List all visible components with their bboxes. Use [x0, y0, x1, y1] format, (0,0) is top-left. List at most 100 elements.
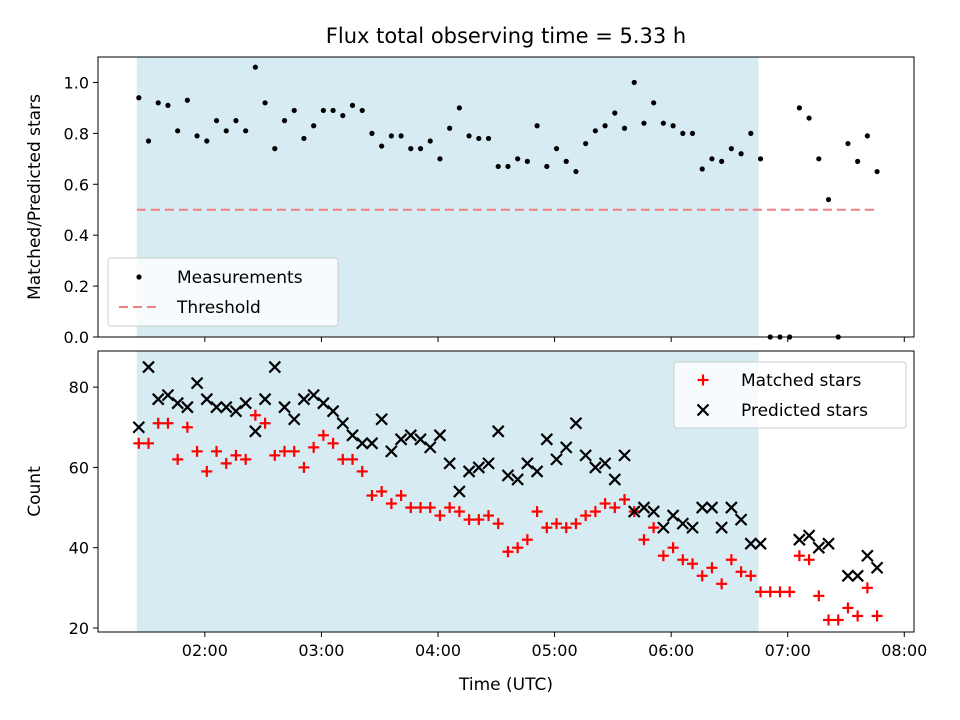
measurement-point — [553, 146, 560, 152]
matched-star-point — [541, 522, 553, 534]
predicted-star-point — [686, 521, 699, 534]
matched-star-point — [220, 457, 232, 469]
measurement-point — [748, 130, 754, 136]
predicted-star-point — [861, 549, 874, 563]
matched-star-point — [716, 578, 728, 590]
measurement-point — [631, 79, 637, 86]
measurement-point — [340, 112, 346, 119]
predicted-star-point — [181, 400, 194, 414]
measurement-point — [281, 118, 288, 124]
matched-star-point — [434, 510, 446, 522]
measurement-point — [379, 143, 385, 149]
predicted-star-point — [491, 425, 505, 438]
measurement-point — [719, 158, 725, 164]
measurement-point — [194, 133, 200, 139]
matched-star-point — [793, 550, 805, 562]
predicted-star-point — [715, 521, 728, 534]
matched-star-point — [473, 514, 485, 526]
predicted-star-point — [511, 473, 524, 486]
predicted-star-point — [375, 412, 388, 426]
x-tick-label: 04:00 — [415, 641, 461, 660]
top-y-tick-label: 0.0 — [64, 328, 89, 347]
predicted-star-point — [423, 441, 437, 454]
matched-star-point — [832, 614, 844, 626]
measurement-point — [524, 158, 530, 164]
predicted-star-point — [287, 412, 301, 426]
predicted-star-point — [132, 420, 146, 434]
top-legend-box — [107, 257, 339, 327]
legend-measurements-marker — [136, 274, 142, 280]
predicted-star-point — [200, 392, 214, 406]
measurement-point — [330, 107, 336, 114]
matched-star-point — [842, 602, 854, 614]
predicted-star-point — [346, 429, 359, 442]
measurement-point — [806, 115, 812, 121]
predicted-star-point — [608, 473, 622, 486]
measurement-point — [456, 105, 462, 111]
predicted-star-point — [317, 396, 330, 410]
measurement-point — [243, 128, 249, 134]
predicted-star-point — [297, 392, 311, 406]
measurement-point — [165, 102, 171, 108]
bottom-y-axis-label: Count — [25, 466, 45, 517]
matched-star-point — [483, 510, 495, 522]
matched-star-point — [385, 498, 397, 510]
matched-star-point — [823, 614, 835, 626]
x-tick-label: 03:00 — [298, 641, 344, 660]
predicted-star-point — [278, 400, 291, 414]
measurement-point — [272, 146, 278, 152]
predicted-star-point — [443, 457, 456, 470]
matched-star-point — [512, 542, 524, 554]
bottom-plot-frame — [97, 350, 915, 633]
legend-predicted-glyph — [696, 403, 710, 417]
matched-star-point — [162, 417, 174, 429]
matched-star-point — [405, 502, 417, 514]
bot-y-tick-label: 80 — [69, 378, 89, 397]
measurement-point — [476, 135, 482, 142]
predicted-star-point — [239, 396, 252, 410]
predicted-star-point — [550, 453, 563, 466]
measurement-point — [757, 156, 764, 162]
matched-star-point — [764, 586, 776, 598]
measurement-point — [660, 120, 666, 126]
x-tick-label: 02:00 — [182, 641, 228, 660]
x-tick-label: 06:00 — [648, 641, 694, 660]
measurement-point — [816, 156, 822, 162]
matched-star-point — [259, 417, 271, 429]
bottom-observing-window-shade — [136, 351, 759, 632]
bot-y-tick-label: 60 — [69, 458, 89, 477]
top-y-tick-label: 1.0 — [64, 73, 89, 92]
predicted-star-point — [598, 457, 612, 470]
matched-star-point — [531, 506, 543, 518]
matched-star-point — [502, 546, 514, 558]
predicted-star-point — [657, 521, 670, 534]
matched-star-point — [181, 421, 193, 433]
predicted-star-point — [326, 404, 340, 418]
matched-star-point — [570, 518, 582, 530]
bottom-legend-box — [673, 361, 907, 429]
top-y-axis-label: Matched/Predicted stars — [25, 94, 45, 300]
predicted-star-point — [705, 501, 719, 514]
measurement-point — [427, 138, 433, 144]
measurement-point — [641, 120, 647, 126]
predicted-star-point — [744, 537, 758, 550]
measurement-point — [223, 128, 229, 134]
measurement-point — [155, 100, 161, 106]
predicted-star-point — [559, 441, 573, 454]
matched-star-point — [191, 445, 203, 457]
matched-star-point — [551, 518, 563, 530]
measurement-point — [825, 196, 832, 203]
matched-star-point — [521, 534, 533, 546]
predicted-star-point — [394, 433, 408, 446]
measurement-point — [466, 133, 472, 139]
legend-matched-marker — [697, 374, 709, 386]
measurement-point — [437, 156, 443, 162]
predicted-star-point — [521, 457, 534, 470]
predicted-star-point — [190, 376, 204, 390]
bottom-plot-panel: 20 40 60 80 02:00 03:00 04:00 05:00 06:00 07:00 08… — [25, 350, 927, 695]
matched-star-point — [133, 437, 145, 449]
bottom-legend: Matched stars Predicted stars — [673, 361, 907, 429]
matched-star-point — [813, 590, 825, 602]
predicted-star-point — [404, 429, 418, 442]
